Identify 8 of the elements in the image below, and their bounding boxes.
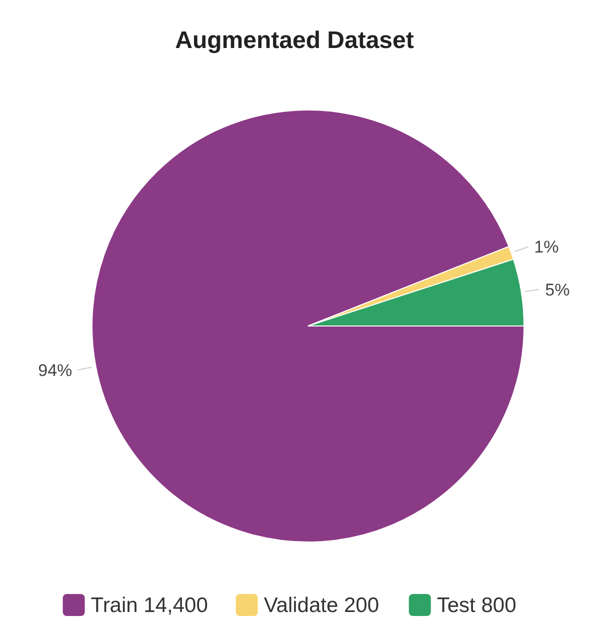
legend-label: Train 14,400 [90, 594, 208, 617]
data-label: 94% [38, 360, 72, 380]
data-label: 1% [534, 238, 559, 257]
pie-slice [92, 110, 524, 542]
legend-label: Validate 200 [264, 594, 380, 617]
data-label: 5% [545, 280, 570, 300]
legend-label: Test 800 [436, 594, 516, 617]
chart-title: Augmentaed Dataset [175, 27, 414, 54]
